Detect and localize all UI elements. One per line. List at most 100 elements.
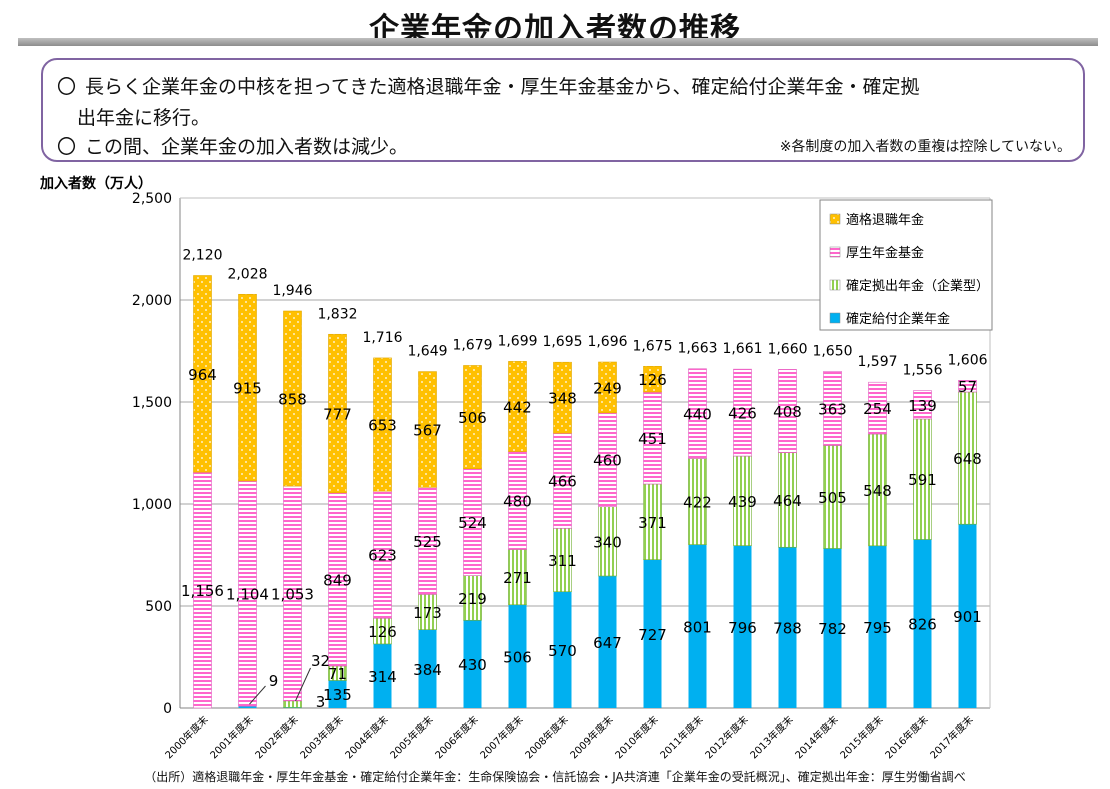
total-label: 1,946 <box>272 283 312 299</box>
y-tick-label: 1,000 <box>132 497 172 513</box>
bar-segment <box>373 643 392 708</box>
data-label: 647 <box>593 634 622 652</box>
y-tick-label: 2,500 <box>132 191 172 207</box>
y-tick-label: 500 <box>145 599 172 615</box>
y-tick-label: 0 <box>163 701 172 717</box>
summary-line-3: 〇この間、企業年金の加入者数は減少。 <box>57 132 408 159</box>
data-label: 271 <box>503 569 532 587</box>
summary-text-1: 長らく企業年金の中核を担ってきた適格退職年金・厚生年金基金から、確定給付企業年金… <box>85 76 920 98</box>
data-label: 795 <box>863 619 892 637</box>
total-label: 1,649 <box>407 344 447 360</box>
bar-segment <box>283 707 302 708</box>
data-label: 1,104 <box>226 586 269 604</box>
x-tick-label: 2013年度末 <box>747 713 795 761</box>
data-label: 777 <box>323 406 352 424</box>
x-tick-label: 2004年度末 <box>342 713 390 761</box>
x-tick-label: 2011年度末 <box>657 713 705 761</box>
bar-segment <box>778 369 797 453</box>
bar-segment <box>643 365 662 393</box>
x-tick-label: 2017年度末 <box>927 713 975 761</box>
total-label: 1,696 <box>587 334 627 350</box>
legend-label: 確定拠出年金（企業型） <box>846 278 989 294</box>
bar-segment <box>958 380 977 393</box>
data-label: 796 <box>728 619 757 637</box>
y-tick-label: 1,500 <box>132 395 172 411</box>
summary-text-3: この間、企業年金の加入者数は減少。 <box>85 136 409 158</box>
data-label: 548 <box>863 482 892 500</box>
x-tick-label: 2015年度末 <box>837 713 885 761</box>
y-axis-title: 加入者数（万人） <box>39 175 152 192</box>
data-label: 314 <box>368 668 397 686</box>
data-label: 466 <box>548 473 577 491</box>
data-label: 849 <box>323 571 352 589</box>
bar-segment <box>778 547 797 708</box>
data-label: 408 <box>773 403 802 421</box>
x-tick-label: 2014年度末 <box>792 713 840 761</box>
data-label: 71 <box>328 665 347 683</box>
bar-segment <box>283 700 302 708</box>
data-label: 1,156 <box>181 582 224 600</box>
data-label: 173 <box>413 604 442 622</box>
x-tick-label: 2010年度末 <box>612 713 660 761</box>
data-label: 570 <box>548 642 577 660</box>
data-label: 1,053 <box>271 585 314 603</box>
bar-segment <box>823 548 842 708</box>
bar-segment <box>688 368 707 459</box>
callout-label: 32 <box>311 652 330 670</box>
x-tick-label: 2002年度末 <box>252 713 300 761</box>
bar-segment <box>688 544 707 708</box>
bar-segment <box>868 381 887 435</box>
bar-segment <box>418 371 437 488</box>
data-label: 480 <box>503 493 532 511</box>
bar-segment <box>373 357 392 492</box>
data-label: 915 <box>233 380 262 398</box>
bar-segment <box>598 576 617 708</box>
data-label: 653 <box>368 417 397 435</box>
y-tick-label: 2,000 <box>132 293 172 309</box>
total-label: 1,675 <box>632 338 672 354</box>
data-label: 363 <box>818 400 847 418</box>
legend-swatch <box>829 279 841 291</box>
callout-leader <box>295 667 311 702</box>
bar-segment <box>328 333 347 494</box>
data-label: 464 <box>773 492 802 510</box>
data-label: 340 <box>593 533 622 551</box>
bullet-icon: 〇 <box>57 76 77 98</box>
x-tick-label: 2016年度末 <box>882 713 930 761</box>
data-label: 249 <box>593 379 622 397</box>
data-label: 460 <box>593 452 622 470</box>
callout-label: 9 <box>269 672 279 690</box>
total-label: 1,606 <box>947 352 987 368</box>
bar-segment <box>418 629 437 708</box>
x-tick-label: 2003年度末 <box>297 713 345 761</box>
bar-segment <box>553 361 572 434</box>
data-label: 348 <box>548 390 577 408</box>
x-tick-label: 2005年度末 <box>387 713 435 761</box>
total-label: 1,556 <box>902 363 942 379</box>
bar-segment <box>913 539 932 708</box>
legend-swatch <box>829 213 841 225</box>
bar-segment <box>238 293 257 482</box>
bar-segment <box>328 680 347 708</box>
bar-segment <box>598 361 617 414</box>
bar-segment <box>643 559 662 708</box>
total-label: 1,597 <box>857 354 897 370</box>
x-tick-label: 2006年度末 <box>432 713 480 761</box>
x-tick-label: 2007年度末 <box>477 713 525 761</box>
x-tick-label: 2012年度末 <box>702 713 750 761</box>
bar-segment <box>823 371 842 446</box>
data-label: 311 <box>548 552 577 570</box>
bar-segment <box>913 390 932 420</box>
data-label: 384 <box>413 661 442 679</box>
data-label: 782 <box>818 620 847 638</box>
data-label: 901 <box>953 608 982 626</box>
data-label: 126 <box>368 623 397 641</box>
data-label: 648 <box>953 450 982 468</box>
bar-segment <box>238 706 257 708</box>
total-label: 1,679 <box>452 337 492 353</box>
bar-segment <box>868 545 887 708</box>
data-label: 426 <box>728 405 757 423</box>
data-label: 826 <box>908 616 937 634</box>
total-label: 2,028 <box>227 266 267 282</box>
